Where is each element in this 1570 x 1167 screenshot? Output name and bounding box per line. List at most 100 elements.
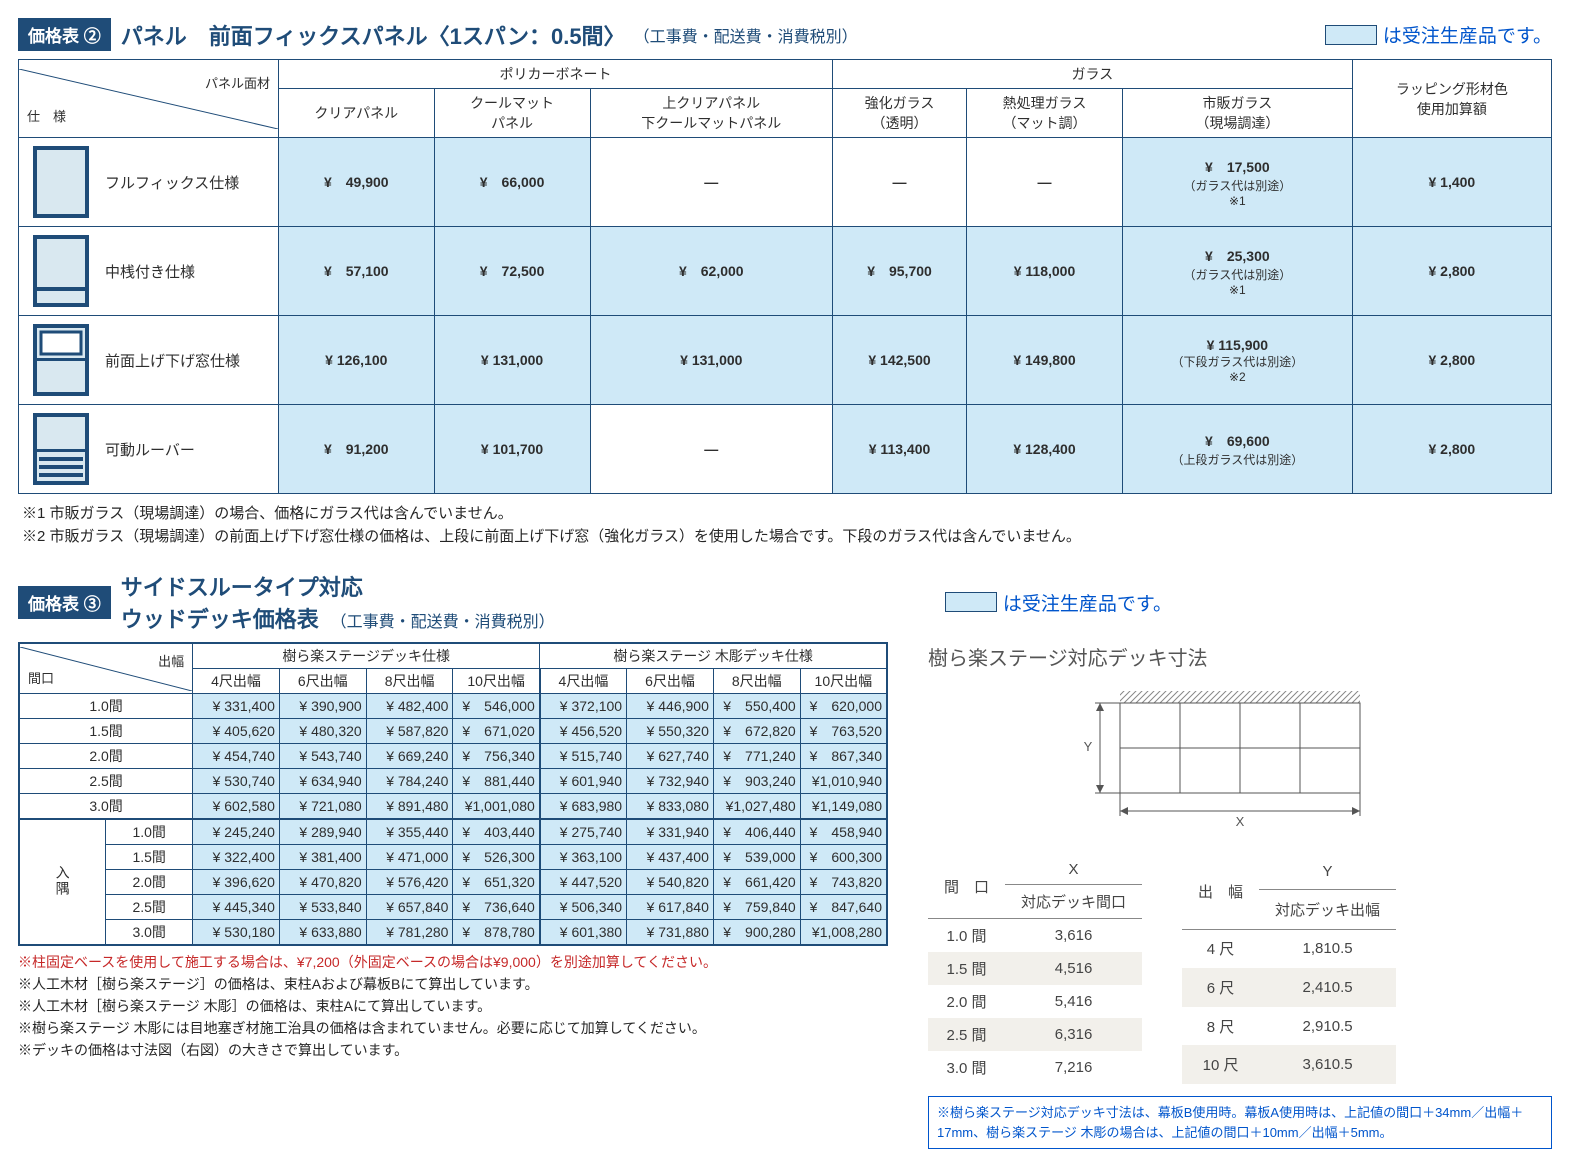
t2-rowB-3: 2.5間 [106, 895, 193, 920]
t2-cellA-4-0: ¥ 602,580 [193, 794, 280, 820]
t1-cell-1-6: ¥ 2,800 [1352, 227, 1551, 316]
t2-cellA-4-3: ¥1,001,080 [453, 794, 540, 820]
deck-note-1: ※人工木材［樹ら楽ステージ 木彫］の価格は、束柱Aにて算出しています。 [18, 996, 888, 1016]
t2-cellB-1-6: ¥ 539,000 [713, 845, 800, 870]
t2-cellB-3-5: ¥ 617,840 [627, 895, 714, 920]
t1-cell-3-6: ¥ 2,800 [1352, 405, 1551, 494]
t1-cell-1-1: ¥ 72,500 [434, 227, 590, 316]
t2-rowA-3: 2.5間 [19, 769, 193, 794]
table3-header: 価格表 ③ サイドスルータイプ対応 ウッドデッキ価格表 （工事費・配送費・消費税… [18, 570, 1552, 634]
t2-cellA-3-7: ¥1,010,940 [800, 769, 887, 794]
dim-row-2-0: 8 尺 [1182, 1007, 1259, 1046]
t2-cellA-1-5: ¥ 550,320 [627, 719, 714, 744]
t2-cellB-4-3: ¥ 878,780 [453, 920, 540, 946]
t2-cellA-3-1: ¥ 634,940 [279, 769, 366, 794]
foot-1: ※1 市販ガラス（現場調達）の場合、価格にガラス代は含んでいません。 [22, 502, 1552, 523]
t1-cell-3-4: ¥ 128,400 [966, 405, 1122, 494]
t2-cellB-4-7: ¥1,008,280 [800, 920, 887, 946]
t1-group-poly: ポリカーボネート [279, 60, 833, 89]
t2-cellB-3-4: ¥ 506,340 [540, 895, 627, 920]
t2-rowB-2: 2.0間 [106, 870, 193, 895]
t1-col-1: クールマット パネル [434, 89, 590, 138]
svg-text:X: X [1236, 814, 1245, 829]
t2-cellA-3-5: ¥ 732,940 [627, 769, 714, 794]
t2-cellA-2-4: ¥ 515,740 [540, 744, 627, 769]
t1-group-glass: ガラス [833, 60, 1353, 89]
dim-row-4-0: 3.0 間 [928, 1051, 1005, 1084]
t2-cellA-2-0: ¥ 454,740 [193, 744, 280, 769]
t2-cellB-4-2: ¥ 781,280 [366, 920, 453, 946]
t1-cell-0-2: — [590, 138, 832, 227]
dim-row-1-1: 4,516 [1005, 952, 1142, 985]
dim-row-3-1: 3,610.5 [1259, 1045, 1396, 1084]
t2-cellB-0-5: ¥ 331,940 [627, 819, 714, 845]
dim-row-0-0: 1.0 間 [928, 919, 1005, 953]
t1-cell-1-0: ¥ 57,100 [279, 227, 435, 316]
t2-col-0: 4尺出幅 [193, 669, 280, 694]
t1-cell-1-4: ¥ 118,000 [966, 227, 1122, 316]
t2-col-5: 6尺出幅 [627, 669, 714, 694]
t2-cellB-1-1: ¥ 381,400 [279, 845, 366, 870]
t2-cellB-2-5: ¥ 540,820 [627, 870, 714, 895]
t2-cellA-4-2: ¥ 891,480 [366, 794, 453, 820]
spec-label-1: 中桟付き仕様 [105, 261, 195, 282]
deck-price-table: 出幅 間口 樹ら楽ステージデッキ仕様樹ら楽ステージ 木彫デッキ仕様4尺出幅6尺出… [18, 642, 888, 946]
t2-cellA-4-5: ¥ 833,080 [627, 794, 714, 820]
t1-wrap-col: ラッピング形材色 使用加算額 [1352, 60, 1551, 138]
title-3a: サイドスルータイプ対応 [121, 570, 555, 602]
spec-icon-full [31, 146, 91, 218]
t2-group2: 樹ら楽ステージ 木彫デッキ仕様 [540, 643, 887, 669]
t2-cellB-1-0: ¥ 322,400 [193, 845, 280, 870]
t2-cellA-3-2: ¥ 784,240 [366, 769, 453, 794]
t1-col-0: クリアパネル [279, 89, 435, 138]
dim-row-1-0: 1.5 間 [928, 952, 1005, 985]
t2-col-4: 4尺出幅 [540, 669, 627, 694]
price-table-2: パネル面材 仕 様 ポリカーボネートガラスラッピング形材色 使用加算額クリアパネ… [18, 59, 1552, 494]
t2-cellA-1-1: ¥ 480,320 [279, 719, 366, 744]
spec-label-3: 可動ルーバー [105, 439, 195, 460]
t2-group1: 樹ら楽ステージデッキ仕様 [193, 643, 540, 669]
t2-cellA-2-3: ¥ 756,340 [453, 744, 540, 769]
deck-note-red: ※柱固定ベースを使用して施工する場合は、¥7,200（外固定ベースの場合は¥9,… [18, 952, 888, 972]
title-2: パネル 前面フィックスパネル〈1スパン：0.5間〉 [121, 19, 626, 51]
t2-cellB-2-3: ¥ 651,320 [453, 870, 540, 895]
t2-cellB-3-3: ¥ 736,640 [453, 895, 540, 920]
t2-cellA-0-4: ¥ 372,100 [540, 694, 627, 719]
t1-cell-0-5: ¥ 17,500（ガラス代は別途） ※1 [1122, 138, 1352, 227]
t2-cellB-2-6: ¥ 661,420 [713, 870, 800, 895]
deck-note-0: ※人工木材［樹ら楽ステージ］の価格は、束柱Aおよび幕板Bにて算出しています。 [18, 974, 888, 994]
t1-cell-2-6: ¥ 2,800 [1352, 316, 1551, 405]
t2-cellA-4-4: ¥ 683,980 [540, 794, 627, 820]
t2-rowA-2: 2.0間 [19, 744, 193, 769]
t2-cellA-0-6: ¥ 550,400 [713, 694, 800, 719]
dim-row-2-0: 2.0 間 [928, 985, 1005, 1018]
deck-note-3: ※デッキの価格は寸法図（右図）の大きさで算出しています。 [18, 1040, 888, 1060]
t1-cell-2-0: ¥ 126,100 [279, 316, 435, 405]
t2-cellB-0-0: ¥ 245,240 [193, 819, 280, 845]
t1-col-3: 強化ガラス （透明） [833, 89, 967, 138]
t1-cell-2-5: ¥ 115,900（下段ガラス代は別途） ※2 [1122, 316, 1352, 405]
t1-cell-0-0: ¥ 49,900 [279, 138, 435, 227]
t1-cell-3-5: ¥ 69,600（上段ガラス代は別途） [1122, 405, 1352, 494]
t2-cellB-3-1: ¥ 533,840 [279, 895, 366, 920]
t2-cellA-0-3: ¥ 546,000 [453, 694, 540, 719]
t2-corner-top: 出幅 [158, 651, 184, 670]
t1-cell-0-1: ¥ 66,000 [434, 138, 590, 227]
t2-cellA-1-6: ¥ 672,820 [713, 719, 800, 744]
t2-cellB-1-5: ¥ 437,400 [627, 845, 714, 870]
t1-cell-2-4: ¥ 149,800 [966, 316, 1122, 405]
t2-col-2: 8尺出幅 [366, 669, 453, 694]
t1-corner-bottom: 仕 様 [27, 106, 66, 125]
t2-cellA-1-0: ¥ 405,620 [193, 719, 280, 744]
dim-row-3-0: 10 尺 [1182, 1045, 1259, 1084]
t2-cellB-2-1: ¥ 470,820 [279, 870, 366, 895]
t2-cellA-4-1: ¥ 721,080 [279, 794, 366, 820]
t2-cellB-4-1: ¥ 633,880 [279, 920, 366, 946]
t2-cellB-1-3: ¥ 526,300 [453, 845, 540, 870]
t1-cell-1-3: ¥ 95,700 [833, 227, 967, 316]
t1-cell-0-4: — [966, 138, 1122, 227]
badge-3: 価格表 ③ [18, 586, 111, 619]
badge-2: 価格表 ② [18, 18, 111, 51]
spec-icon-louver [31, 413, 91, 485]
t2-rowA-1: 1.5間 [19, 719, 193, 744]
